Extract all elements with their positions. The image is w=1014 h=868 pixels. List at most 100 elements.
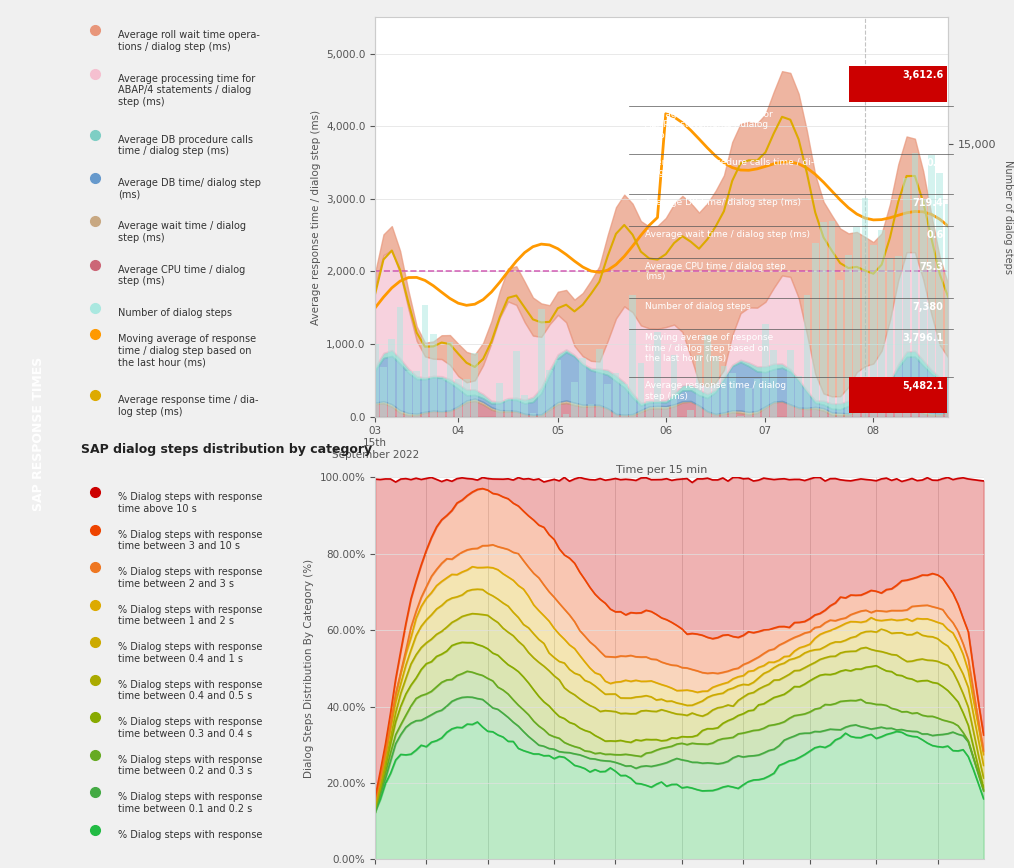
Bar	[529, 413, 536, 417]
Bar	[438, 379, 445, 417]
Bar	[920, 199, 927, 417]
Text: 3,612.6: 3,612.6	[902, 70, 943, 80]
Bar	[878, 229, 885, 417]
Bar	[671, 355, 677, 417]
Y-axis label: Average response time / dialog step (ms): Average response time / dialog step (ms)	[310, 109, 320, 325]
Text: % Dialog steps with response
time above 10 s: % Dialog steps with response time above …	[118, 492, 263, 514]
Bar	[928, 155, 935, 417]
Text: Average DB time/ dialog step
(ms): Average DB time/ dialog step (ms)	[118, 178, 261, 200]
Bar	[828, 220, 836, 417]
Bar	[787, 351, 794, 417]
Bar	[604, 384, 611, 417]
Bar	[712, 356, 719, 417]
Bar	[430, 334, 437, 417]
Bar	[638, 363, 644, 417]
Text: % Dialog steps with response
time between 1 and 2 s: % Dialog steps with response time betwee…	[118, 605, 263, 626]
Bar	[729, 373, 735, 417]
Bar	[612, 372, 620, 417]
Bar	[472, 353, 479, 417]
Text: 0.6: 0.6	[926, 230, 943, 240]
Text: Number of dialog steps: Number of dialog steps	[645, 301, 750, 311]
Text: % Dialog steps with response
time between 0.2 and 0.3 s: % Dialog steps with response time betwee…	[118, 754, 263, 776]
Bar	[937, 173, 943, 417]
Text: % Dialog steps with response
time between 0.4 and 0.5 s: % Dialog steps with response time betwee…	[118, 680, 263, 701]
Bar	[555, 359, 561, 417]
FancyBboxPatch shape	[850, 378, 947, 413]
Bar	[388, 339, 395, 417]
Text: % Dialog steps with response
time between 3 and 10 s: % Dialog steps with response time betwee…	[118, 529, 263, 551]
Bar	[745, 388, 752, 417]
Text: Average response time / dialog
step (ms): Average response time / dialog step (ms)	[645, 381, 786, 401]
Bar	[372, 345, 378, 417]
Text: Average wait time / dialog step (ms): Average wait time / dialog step (ms)	[645, 230, 810, 239]
Bar	[753, 379, 760, 417]
Bar	[446, 343, 453, 417]
Bar	[537, 309, 545, 417]
Bar	[455, 379, 461, 417]
Bar	[837, 279, 844, 417]
Bar	[862, 198, 868, 417]
Bar	[812, 243, 818, 417]
Text: Average roll wait time opera-
tions / dialog step (ms): Average roll wait time opera- tions / di…	[645, 70, 777, 89]
Bar	[820, 222, 826, 417]
Text: Average processing time for
ABAP/4 statements / dialog
step (ms): Average processing time for ABAP/4 state…	[118, 74, 256, 107]
Text: 5,482.1: 5,482.1	[902, 381, 943, 391]
Bar	[903, 178, 910, 417]
Bar	[870, 246, 877, 417]
Bar	[422, 305, 428, 417]
Bar	[405, 371, 412, 417]
Bar	[845, 255, 852, 417]
Text: SAP dialog steps distribution by category: SAP dialog steps distribution by categor…	[81, 444, 372, 457]
Bar	[763, 324, 769, 417]
Text: % Dialog steps with response
time between 0.1 and 0.2 s: % Dialog steps with response time betwee…	[118, 792, 263, 814]
FancyBboxPatch shape	[850, 66, 947, 102]
Bar	[696, 355, 703, 417]
Text: 08:30: 08:30	[645, 42, 684, 55]
Text: Average wait time / dialog
step (ms): Average wait time / dialog step (ms)	[118, 221, 246, 243]
Y-axis label: Number of dialog steps: Number of dialog steps	[1003, 160, 1013, 274]
Text: % Dialog steps with response
time between 2 and 3 s: % Dialog steps with response time betwee…	[118, 567, 263, 589]
Bar	[662, 406, 669, 417]
Text: % Dialog steps with response: % Dialog steps with response	[118, 830, 263, 839]
Text: Average DB procedure calls time / di-
alog step (ms): Average DB procedure calls time / di- al…	[645, 158, 814, 177]
Bar	[547, 371, 553, 417]
Bar	[521, 395, 528, 417]
Bar	[579, 358, 586, 417]
Bar	[571, 382, 578, 417]
Bar	[396, 307, 404, 417]
Bar	[646, 401, 652, 417]
Bar	[505, 399, 511, 417]
Bar	[795, 376, 802, 417]
Bar	[771, 350, 777, 417]
Text: 7,380: 7,380	[913, 301, 943, 312]
Y-axis label: Dialog Steps Distribution By Category (%): Dialog Steps Distribution By Category (%…	[304, 559, 314, 778]
Bar	[945, 204, 951, 417]
Bar	[596, 349, 602, 417]
Bar	[588, 404, 594, 417]
Bar	[912, 153, 919, 417]
Text: Average processing time for
ABAP/4 statements / dialog
step (ms): Average processing time for ABAP/4 state…	[645, 110, 773, 140]
Bar	[895, 256, 901, 417]
Bar	[854, 227, 860, 417]
Bar	[704, 335, 711, 417]
Text: % Dialog steps with response
time between 0.4 and 1 s: % Dialog steps with response time betwee…	[118, 642, 263, 664]
Bar	[630, 295, 636, 417]
Text: Average DB time/ dialog step (ms): Average DB time/ dialog step (ms)	[645, 198, 801, 207]
Bar	[414, 371, 420, 417]
Text: Average response time / dia-
log step (ms): Average response time / dia- log step (m…	[118, 395, 259, 417]
Text: Average roll wait time opera-
tions / dialog step (ms): Average roll wait time opera- tions / di…	[118, 30, 260, 52]
Text: 0.0: 0.0	[926, 158, 943, 168]
Bar	[513, 351, 519, 417]
Text: Moving average of response
time / dialog step based on
the last hour (ms): Moving average of response time / dialog…	[645, 333, 773, 364]
Text: % Dialog steps with response
time between 0.3 and 0.4 s: % Dialog steps with response time betwee…	[118, 717, 263, 739]
Bar	[463, 379, 469, 417]
Text: SAP RESPONSE TIMES: SAP RESPONSE TIMES	[31, 357, 45, 511]
Text: Average DB procedure calls
time / dialog step (ms): Average DB procedure calls time / dialog…	[118, 135, 254, 156]
Text: 75.3: 75.3	[920, 261, 943, 272]
Text: 1,143.7: 1,143.7	[902, 110, 943, 120]
Bar	[804, 295, 810, 417]
Bar	[380, 367, 386, 417]
Text: Average CPU time / dialog
step (ms): Average CPU time / dialog step (ms)	[118, 265, 245, 286]
Text: Moving average of response
time / dialog step based on
the last hour (ms): Moving average of response time / dialog…	[118, 334, 257, 367]
Bar	[621, 384, 628, 417]
